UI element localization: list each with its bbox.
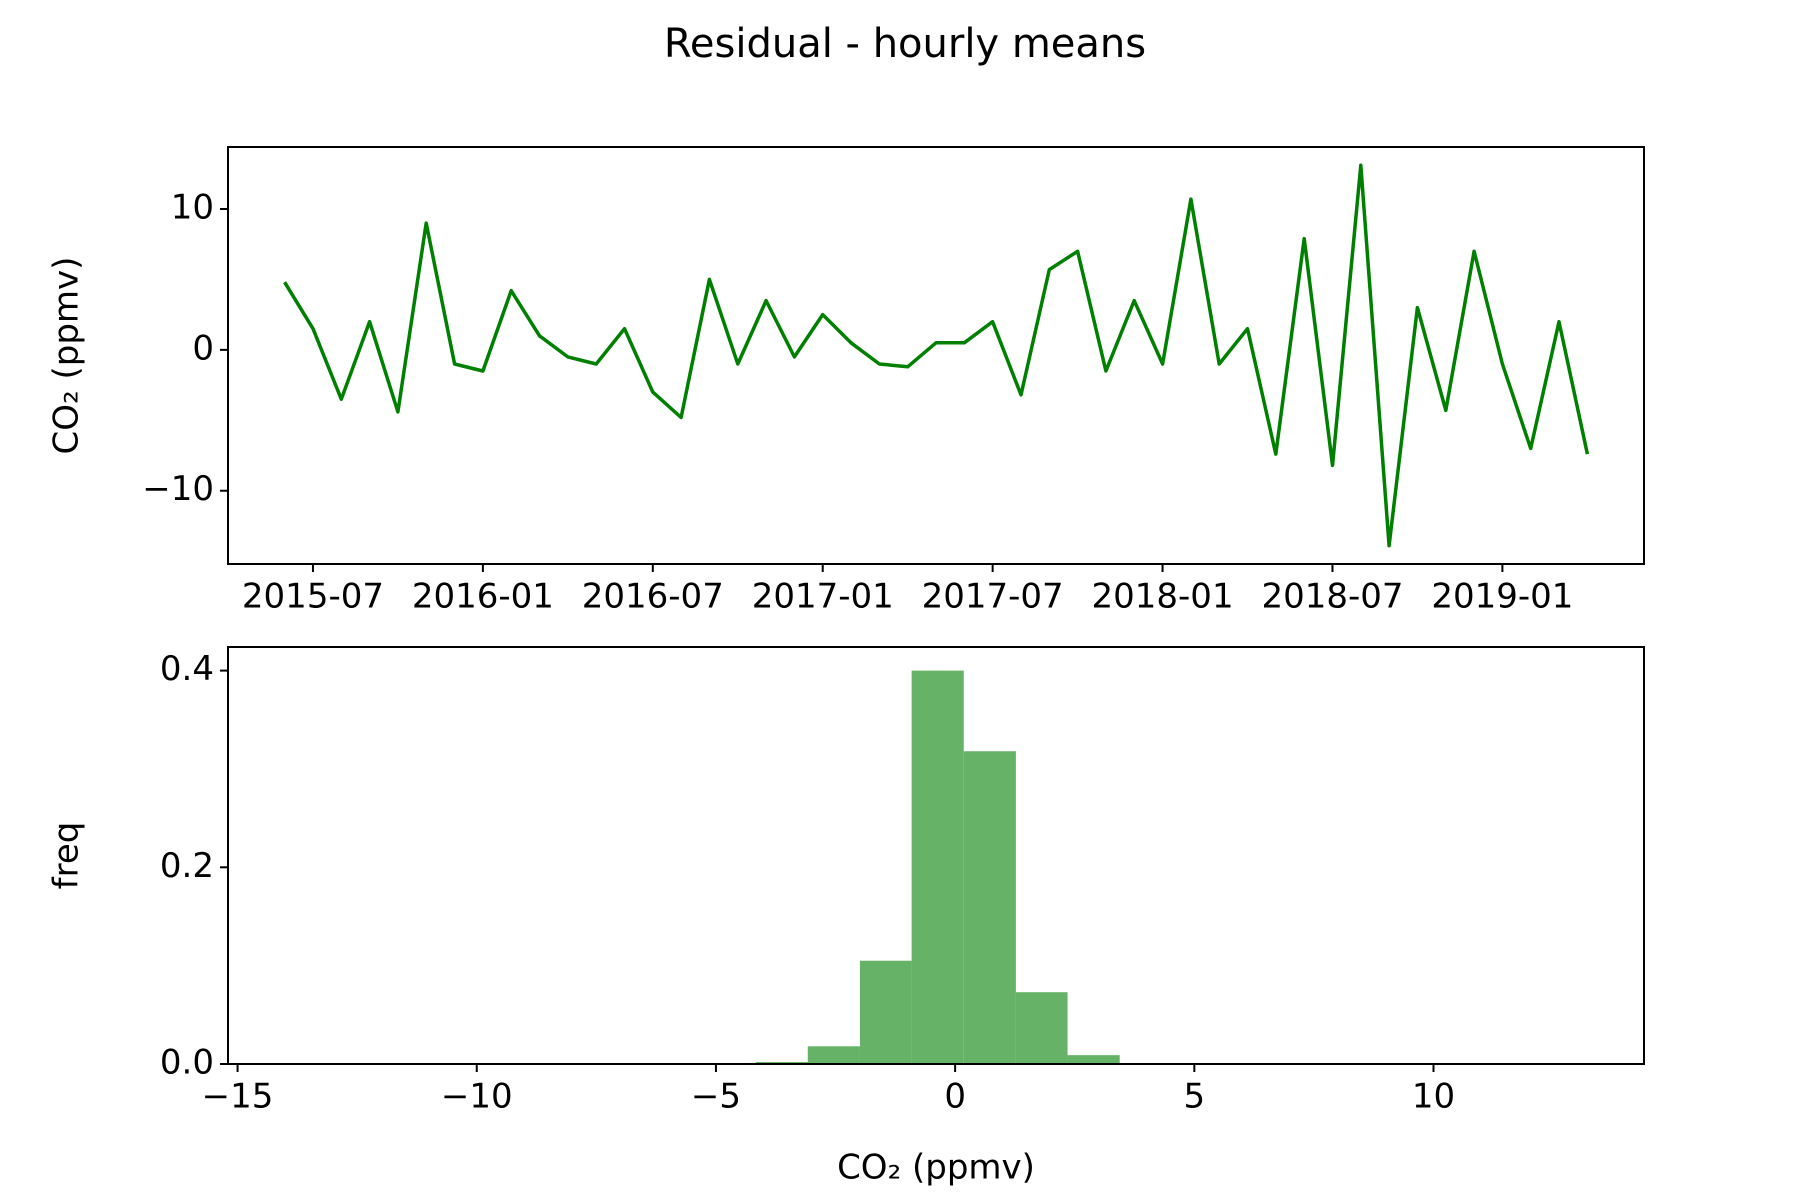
plot-frame: [227, 146, 1645, 565]
y-tick-label: −10: [142, 469, 214, 509]
x-tick-label: 2018-07: [1261, 577, 1403, 617]
histogram-bar: [911, 670, 964, 1064]
x-tick-label: 0: [944, 1077, 966, 1117]
histogram-bar: [1015, 992, 1068, 1064]
x-tick-label: −5: [691, 1077, 741, 1117]
x-tick-label: 10: [1412, 1077, 1455, 1117]
y-tick-label: 0.4: [160, 649, 214, 689]
x-tick-label: 5: [1184, 1077, 1206, 1117]
histogram-bar: [807, 1046, 860, 1064]
x-tick-label: 2016-01: [412, 577, 554, 617]
y-tick-label: 0.2: [160, 846, 214, 886]
histogram-bar: [963, 751, 1016, 1064]
y-tick-label: 0: [192, 328, 214, 368]
x-tick-label: 2019-01: [1431, 577, 1573, 617]
y-tick-label: 0.0: [160, 1043, 214, 1083]
x-tick-label: 2015-07: [242, 577, 384, 617]
y-tick-label: 10: [171, 187, 214, 227]
x-tick-label: −15: [202, 1077, 274, 1117]
x-tick-label: 2016-07: [582, 577, 724, 617]
x-tick-label: 2017-07: [922, 577, 1064, 617]
y-axis-label: CO₂ (ppmv): [47, 257, 87, 455]
plot-frame: [227, 646, 1645, 1065]
data-line: [283, 163, 1590, 548]
x-tick-label: 2018-01: [1092, 577, 1234, 617]
histogram-bar: [859, 960, 912, 1064]
y-axis-label: freq: [47, 822, 87, 890]
histogram-bar: [1067, 1055, 1120, 1064]
x-axis-label: CO₂ (ppmv): [837, 1148, 1035, 1188]
x-tick-label: −10: [441, 1077, 513, 1117]
x-tick-label: 2017-01: [752, 577, 894, 617]
figure-title: Residual - hourly means: [664, 21, 1146, 67]
